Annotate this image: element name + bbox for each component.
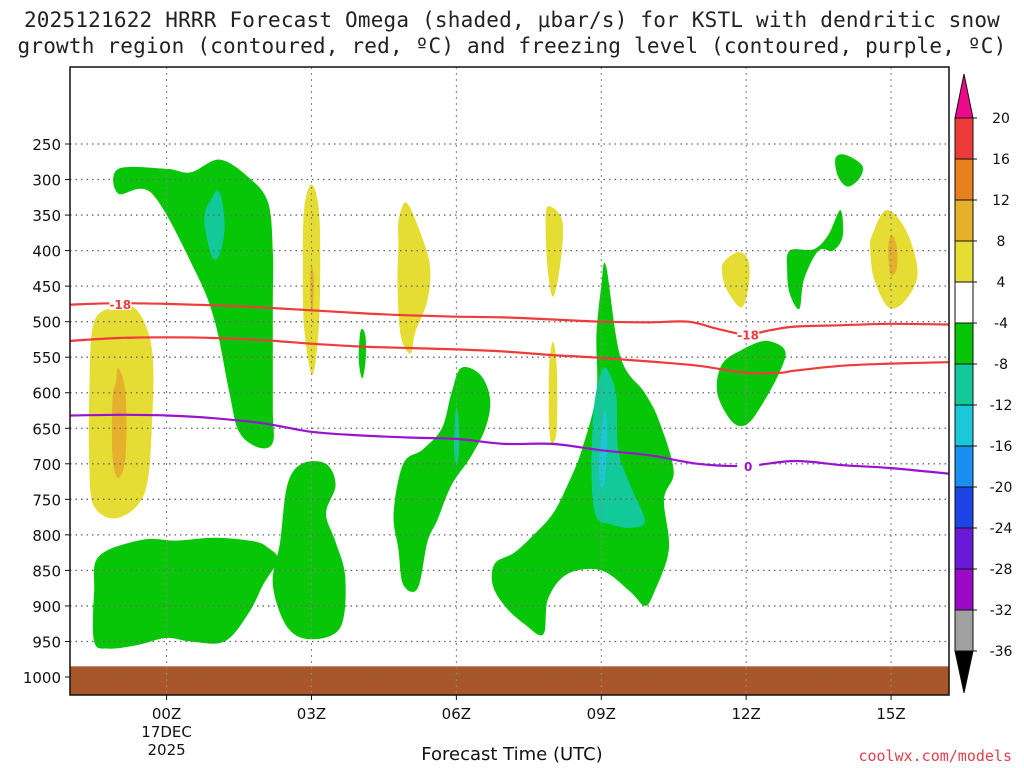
x-tick-label-03Z: 03Z — [297, 705, 326, 723]
isoline-2 — [70, 413, 949, 475]
omega-region-green-12 — [358, 328, 366, 379]
y-tick-label-300: 300 — [32, 172, 61, 190]
colorbar-label-4: 4 — [997, 275, 1006, 291]
y-tick-label-400: 400 — [32, 243, 61, 261]
colorbar-label--4: -4 — [994, 316, 1008, 332]
isoline-label-0-0: -18 — [109, 298, 131, 312]
y-tick-label-600: 600 — [32, 385, 61, 403]
x-axis-label: Forecast Time (UTC) — [421, 744, 603, 765]
colorbar-segment-3 — [954, 199, 974, 242]
x-tick-label-12Z: 12Z — [731, 705, 760, 723]
colorbar-segment-12 — [954, 568, 974, 611]
colorbar-label--24: -24 — [990, 521, 1013, 537]
y-tick-label-550: 550 — [32, 349, 61, 367]
colorbar-segment-10 — [954, 486, 974, 529]
colorbar-segment-2 — [954, 158, 974, 201]
colorbar-segment-9 — [954, 445, 974, 488]
x-tick-date: 17DEC — [141, 723, 192, 741]
colorbar-segment-1 — [954, 117, 974, 160]
chart-title-line-1: 2025121622 HRRR Forecast Omega (shaded, … — [23, 8, 1001, 32]
colorbar-label--8: -8 — [994, 357, 1008, 373]
isoline-0 — [70, 302, 949, 336]
colorbar-label--20: -20 — [990, 480, 1013, 496]
chart-title-line-2: growth region (contoured, red, ºC) and f… — [17, 34, 1007, 58]
isoline-label-bg-0-0 — [109, 296, 132, 310]
y-tick-label-950: 950 — [32, 633, 61, 651]
omega-region-green-15 — [92, 537, 278, 649]
credit-text: coolwx.com/models — [858, 747, 1012, 765]
y-tick-label-700: 700 — [32, 456, 61, 474]
omega-region-yellow-9 — [721, 252, 750, 308]
x-tick-label-09Z: 09Z — [587, 705, 616, 723]
colorbar-legend: 20 16 12 8 4 -4 -8 -12 -16 -20 -24 -28 -32 -36 — [954, 73, 1013, 694]
colorbar-label-12: 12 — [992, 193, 1010, 209]
colorbar-label-16: 16 — [992, 152, 1010, 168]
omega-region-cyan-1 — [204, 190, 225, 260]
colorbar-label--28: -28 — [990, 562, 1013, 578]
omega-region-cyan-14 — [453, 406, 460, 464]
omega-region-green-13 — [393, 366, 491, 592]
y-tick-label-450: 450 — [32, 278, 61, 296]
y-tick-label-650: 650 — [32, 420, 61, 438]
y-tick-label-250: 250 — [32, 136, 61, 154]
omega-region-green-21 — [786, 210, 844, 310]
y-tick-label-800: 800 — [32, 527, 61, 545]
y-tick-label-350: 350 — [32, 207, 61, 225]
isoline-label-0-1: -18 — [737, 328, 759, 342]
colorbar-segment-11 — [954, 527, 974, 570]
colorbar-segment-6 — [954, 322, 974, 365]
colorbar-label--36: -36 — [990, 644, 1013, 660]
colorbar-label--16: -16 — [990, 439, 1013, 455]
colorbar-segment-14 — [954, 650, 974, 694]
y-tick-label-500: 500 — [32, 314, 61, 332]
colorbar-segment-13 — [954, 609, 974, 652]
x-tick-label-00Z: 00Z — [152, 705, 181, 723]
y-tick-label-850: 850 — [32, 562, 61, 580]
omega-region-yellow-6 — [397, 202, 431, 354]
plot-frame — [69, 66, 950, 696]
x-tick-label-06Z: 06Z — [442, 705, 471, 723]
isoline-1 — [70, 336, 949, 375]
colorbar-label-20: 20 — [992, 111, 1010, 127]
y-tick-label-900: 900 — [32, 598, 61, 616]
colorbar-segment-8 — [954, 404, 974, 447]
isoline-label-bg-0-1 — [737, 327, 760, 341]
colorbar-label--32: -32 — [990, 603, 1013, 619]
x-tick-label-15Z: 15Z — [876, 705, 905, 723]
colorbar-label--12: -12 — [990, 398, 1013, 414]
colorbar-segment-7 — [954, 363, 974, 406]
colorbar-segment-0 — [954, 73, 974, 119]
omega-region-green-20 — [716, 340, 786, 427]
omega-region-green-16 — [272, 461, 346, 640]
y-tick-label-1000: 1000 — [23, 669, 61, 687]
isoline-label-bg-2-0 — [737, 458, 760, 472]
isoline-label-2-0: 0 — [744, 460, 752, 474]
omega-region-yellow-7 — [545, 206, 564, 297]
omega-region-green-17 — [491, 262, 674, 636]
omega-region-green-22 — [835, 154, 864, 187]
colorbar-segment-5 — [954, 281, 974, 324]
ground-terrain — [70, 666, 949, 695]
y-tick-label-750: 750 — [32, 491, 61, 509]
colorbar-segment-4 — [954, 240, 974, 283]
omega-region-orange-3 — [111, 367, 127, 478]
omega-region-green-0 — [113, 159, 274, 449]
x-tick-year: 2025 — [147, 741, 185, 759]
omega-region-yellow-8 — [548, 341, 558, 444]
colorbar-label-8: 8 — [997, 234, 1006, 250]
omega-region-cyan-18 — [591, 367, 645, 528]
